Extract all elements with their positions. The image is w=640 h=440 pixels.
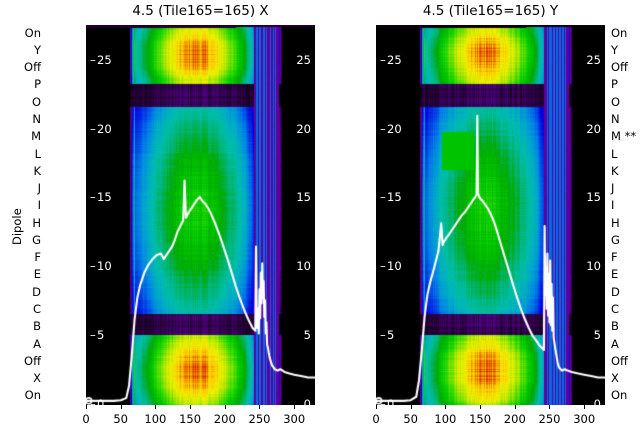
category-label-n-5: N [611, 112, 620, 126]
category-label-f-13: F [34, 250, 41, 265]
heatmap-panel-y[interactable] [376, 25, 605, 405]
x-tick-mark [584, 405, 586, 409]
x-tick-mark [514, 405, 516, 409]
category-label-off-19: Off [24, 353, 41, 368]
category-label-l-7: L [611, 146, 618, 161]
category-label-b-17: B [33, 319, 41, 334]
category-label-n-5: N [32, 112, 41, 126]
x-tick-mark [155, 405, 157, 409]
x-tick-label-300: 300 [573, 412, 596, 426]
category-label-e-14: E [611, 267, 619, 282]
category-label-o-4: O [31, 94, 41, 109]
category-label-h-11: H [611, 215, 620, 230]
category-label-m-6: M ** [611, 129, 637, 144]
category-label-c-16: C [32, 302, 41, 316]
category-label-x-20: X [33, 371, 41, 386]
panel-title-y: 4.5 (Tile165=165) Y [422, 3, 559, 19]
x-tick-mark [410, 405, 412, 409]
category-label-l-7: L [34, 146, 41, 161]
category-label-y-1: Y [611, 42, 619, 57]
x-tick-mark [190, 405, 192, 409]
x-tick-label-150: 150 [179, 412, 202, 426]
x-tick-mark [445, 405, 447, 409]
panel-title-x: 4.5 (Tile165=165) X [132, 3, 269, 19]
category-label-i-10: I [37, 198, 41, 213]
heatmap-panel-x[interactable] [86, 25, 315, 405]
category-label-e-14: E [33, 267, 41, 282]
x-tick-label-50: 50 [403, 412, 419, 426]
category-label-b-17: B [611, 319, 619, 334]
x-axis-panel-x: 0 50 100 150 200 250 300 [82, 405, 315, 435]
category-label-p-3: P [34, 77, 41, 92]
x-tick-mark [480, 405, 482, 409]
x-tick-label-300: 300 [283, 412, 306, 426]
x-tick-label-150: 150 [469, 412, 492, 426]
category-label-on-21: On [611, 388, 628, 403]
category-label-g-12: G [32, 232, 41, 247]
category-label-on-0: On [611, 25, 628, 40]
x-tick-mark [376, 405, 377, 409]
x-tick-mark [224, 405, 226, 409]
category-label-o-4: O [611, 94, 621, 109]
category-label-on-21: On [24, 388, 41, 403]
x-tick-label-100: 100 [434, 412, 457, 426]
category-label-m-6: M [31, 129, 41, 144]
x-tick-mark [259, 405, 261, 409]
x-tick-mark [120, 405, 122, 409]
category-label-h-11: H [32, 215, 41, 230]
x-tick-label-0: 0 [82, 412, 90, 426]
x-tick-label-0: 0 [372, 412, 380, 426]
category-label-off-2: Off [24, 60, 41, 75]
category-label-d-15: D [32, 284, 41, 299]
category-axis-right: On Y Off P O N M ** L K J I H G F E D C B A Off X On [608, 0, 640, 440]
category-label-a-18: A [33, 336, 41, 351]
x-tick-mark [86, 405, 87, 409]
x-tick-label-250: 250 [248, 412, 271, 426]
x-axis-panel-y: 0 50 100 150 200 250 300 [372, 405, 605, 435]
category-label-off-2: Off [611, 60, 628, 75]
x-tick-mark [549, 405, 551, 409]
x-tick-label-200: 200 [213, 412, 236, 426]
category-label-c-16: C [611, 302, 620, 316]
category-label-g-12: G [611, 232, 620, 247]
category-label-k-8: K [611, 163, 619, 178]
category-label-f-13: F [611, 250, 618, 265]
category-label-i-10: I [611, 198, 615, 213]
category-label-x-20: X [611, 371, 619, 386]
x-tick-label-200: 200 [503, 412, 526, 426]
x-tick-label-50: 50 [113, 412, 129, 426]
category-axis-left: On Y Off P O N M L K J I H G F E D C B A Off X On [0, 0, 44, 440]
category-label-on-0: On [24, 25, 41, 40]
category-label-j-9: J [37, 181, 41, 196]
category-label-p-3: P [611, 77, 618, 92]
category-label-k-8: K [33, 163, 41, 178]
category-label-y-1: Y [33, 42, 41, 57]
category-label-a-18: A [611, 336, 619, 351]
x-tick-mark [294, 405, 296, 409]
category-label-d-15: D [611, 284, 620, 299]
category-label-j-9: J [611, 181, 615, 196]
x-tick-label-250: 250 [538, 412, 561, 426]
x-tick-label-100: 100 [144, 412, 167, 426]
category-label-off-19: Off [611, 353, 628, 368]
